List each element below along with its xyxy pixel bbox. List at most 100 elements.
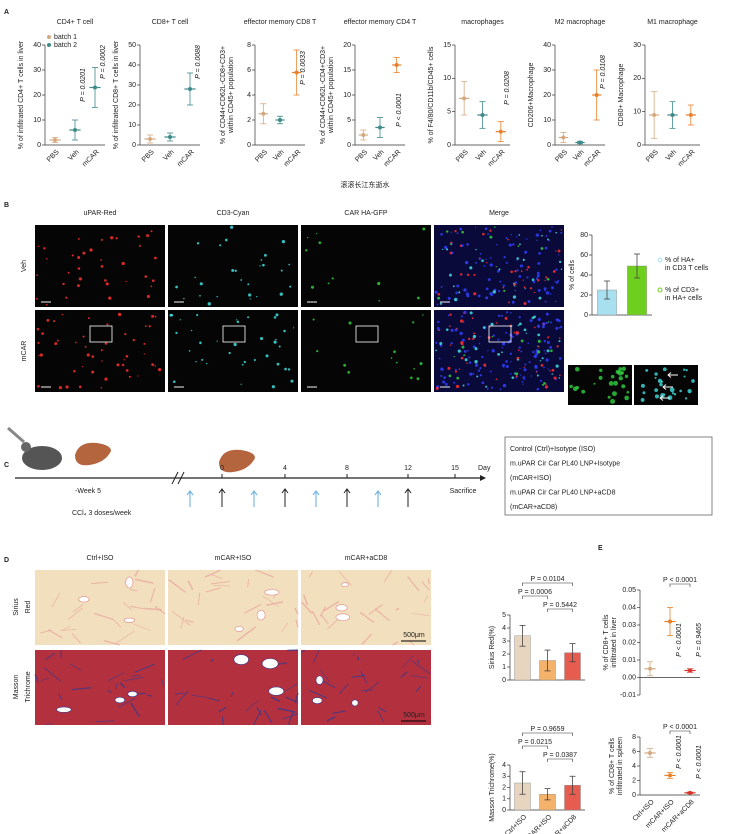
tissue-fiber: [383, 570, 393, 583]
cell-signal: [507, 238, 509, 241]
tissue-fiber: [377, 710, 385, 723]
cell-signal: [626, 390, 630, 394]
zoom-box: [488, 325, 512, 343]
cell-signal: [116, 363, 120, 367]
cell-signal: [104, 377, 108, 381]
cell-signal: [473, 273, 476, 277]
cell-signal: [519, 264, 524, 268]
y-axis-label: within CD45+ population: [328, 57, 335, 134]
cell-signal: [669, 387, 675, 393]
cell-signal: [522, 279, 524, 281]
cell-signal: [38, 355, 40, 357]
cell-signal: [522, 383, 524, 385]
cell-signal: [503, 366, 505, 368]
cell-signal: [540, 247, 544, 250]
cell-signal: [517, 358, 519, 361]
cell-signal: [416, 296, 420, 300]
cell-signal: [558, 319, 561, 323]
cell-signal: [464, 260, 469, 265]
cell-signal: [526, 276, 529, 279]
cell-signal: [537, 339, 541, 343]
x-tick-label: mCAR: [81, 149, 101, 169]
chart-title: M1 macrophage: [647, 19, 698, 26]
cell-signal: [154, 315, 157, 318]
cell-signal: [486, 387, 489, 390]
cell-signal: [280, 269, 283, 272]
cell-signal: [477, 369, 481, 372]
cell-signal: [538, 296, 542, 300]
p-value: P = 0.0002: [100, 45, 107, 79]
cell-signal: [450, 243, 453, 246]
cell-signal: [529, 319, 533, 323]
dose-arrow: [281, 488, 289, 507]
cell-signal: [216, 340, 218, 342]
cell-signal: [549, 369, 551, 372]
y-tick-label: 4: [247, 92, 251, 99]
y-tick-label: 2: [502, 784, 506, 791]
cell-signal: [524, 250, 528, 254]
tissue-fiber: [423, 594, 429, 603]
cell-signal: [611, 391, 617, 397]
x-tick-label: mCAR: [583, 149, 603, 169]
x-tick-label: mCAR: [487, 149, 507, 169]
cell-signal: [36, 274, 39, 276]
cell-signal: [150, 230, 153, 233]
cell-signal: [53, 320, 56, 323]
cell-signal: [437, 292, 441, 296]
cell-signal: [89, 248, 93, 252]
cell-signal: [490, 293, 494, 297]
ccl4-arrow: [250, 490, 258, 507]
cell-signal: [123, 359, 125, 361]
cell-signal: [456, 327, 458, 330]
cell-signal: [510, 312, 512, 314]
cell-signal: [327, 282, 330, 285]
cell-signal: [613, 380, 619, 386]
cell-signal: [43, 247, 46, 250]
legend-label: % of HA+: [665, 257, 695, 264]
scale-label: 500μm: [403, 632, 425, 639]
cell-signal: [523, 366, 525, 368]
cell-signal: [492, 334, 495, 337]
cell-signal: [243, 360, 246, 364]
legend-label: batch 2: [54, 42, 77, 49]
cell-signal: [555, 364, 559, 368]
cell-signal: [530, 375, 532, 377]
vessel: [114, 696, 126, 704]
mean-dot: [462, 96, 467, 101]
cell-signal: [505, 331, 508, 334]
tissue-fiber: [308, 689, 328, 699]
cell-signal: [459, 331, 463, 336]
cell-signal: [343, 363, 347, 367]
chart-title: macrophages: [461, 19, 504, 26]
cell-signal: [469, 372, 473, 376]
cell-signal: [641, 383, 645, 388]
legend-marker: [657, 257, 663, 263]
tissue-fiber: [255, 569, 275, 578]
cell-signal: [478, 342, 481, 345]
x-tick-label: Veh: [572, 149, 586, 163]
mouse: [22, 446, 62, 470]
cell-signal: [511, 376, 515, 379]
cell-signal: [550, 349, 553, 353]
cell-signal: [67, 271, 70, 274]
cell-signal: [450, 328, 454, 332]
cell-signal: [543, 287, 547, 291]
x-tick-label: mCAR: [283, 149, 303, 169]
cell-signal: [539, 360, 542, 362]
cell-signal: [492, 290, 496, 294]
p-value: P = 0.5442: [543, 602, 577, 609]
tissue-fiber: [71, 633, 81, 644]
cell-signal: [501, 363, 505, 367]
cell-signal: [440, 233, 443, 236]
bracket: [522, 582, 573, 586]
cell-signal: [547, 238, 550, 241]
cell-signal: [517, 324, 520, 327]
y-tick-label: 2: [632, 777, 636, 784]
cell-signal: [489, 229, 492, 232]
cell-signal: [447, 366, 451, 370]
cell-signal: [460, 315, 463, 318]
row-label: mCAR: [21, 341, 28, 362]
cell-signal: [151, 363, 155, 367]
y-tick-label: 20: [633, 75, 641, 82]
cell-signal: [288, 263, 290, 266]
